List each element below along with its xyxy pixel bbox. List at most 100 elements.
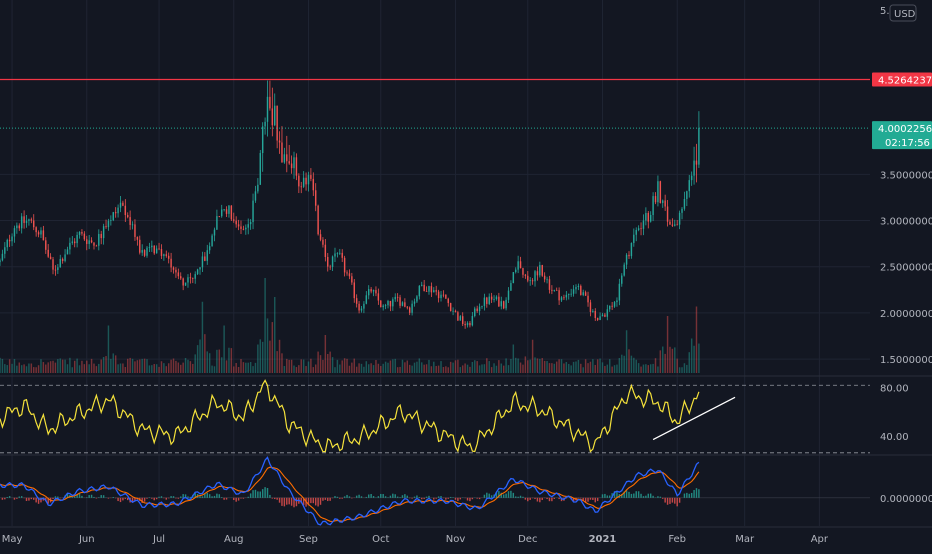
volume-bar [691,338,692,373]
volume-bar [484,364,485,373]
volume-bar [235,363,236,373]
macd-hist-bar [168,498,169,499]
candle-body [274,106,275,126]
candle-body [16,225,17,228]
candle-body [21,216,22,228]
macd-hist-bar [392,494,393,498]
macd-hist-bar [322,498,323,501]
candle-body [462,316,463,324]
volume-bar [134,361,135,373]
macd-hist-bar [674,498,675,504]
volume-bar [426,364,427,373]
volume-bar [491,367,492,373]
candle-body [243,229,244,230]
volume-bar [568,364,569,373]
macd-hist-bar [529,498,530,500]
volume-bar [614,365,615,373]
candle-body [493,299,494,300]
volume-bar [660,350,661,373]
macd-hist-bar [370,494,371,498]
candle-body [154,246,155,254]
candle-body [33,221,34,228]
candle-body [525,275,526,276]
volume-bar [411,366,412,373]
candle-body [570,294,571,295]
volume-bar [566,362,567,373]
candle-body [423,285,424,291]
volume-bar [344,358,345,373]
macd-hist-bar [650,494,651,498]
currency-badge[interactable]: USD [894,9,916,20]
macd-hist-bar [515,496,516,497]
candle-body [460,316,461,320]
volume-bar [607,365,608,373]
macd-hist-bar [539,498,540,502]
candle-body [74,242,75,244]
candle-body [286,154,287,161]
volume-bar [197,345,198,373]
macd-hist-bar [221,497,222,498]
macd-hist-bar [267,488,268,498]
time-tick-label: Oct [372,534,389,545]
candle-body [616,300,617,302]
candle-body [197,269,198,274]
macd-hist-bar [426,497,427,498]
macd-hist-bar [469,498,470,501]
volume-bar [272,322,273,373]
macd-hist-bar [180,496,181,497]
time-tick-label: Apr [811,534,829,545]
macd-hist-bar [440,496,441,498]
macd-axis: 0.0000000 [880,494,932,505]
volume-bar [549,363,550,373]
candle-body [421,285,422,286]
candle-body [505,300,506,308]
candle-body [79,232,80,235]
volume-bar [375,360,376,373]
volume-bar [332,357,333,373]
volume-bar [38,365,39,373]
volume-bar [546,361,547,373]
candle-body [457,312,458,320]
macd-hist-bar [525,498,526,500]
volume-bar [616,365,617,373]
candle-body [43,230,44,240]
volume-bar [392,359,393,373]
volume-bar [679,367,680,373]
candle-body [199,267,200,269]
macd-hist-bar [479,498,480,499]
candle-body [202,256,203,267]
volume-bar [0,358,1,373]
macd-hist-bar [226,498,227,500]
macd-hist-bar [346,495,347,498]
volume-bar [132,359,133,373]
macd-hist-bar [448,498,449,499]
candle-body [621,276,622,284]
macd-hist-bar [28,498,29,501]
candle-body [643,221,644,229]
volume-bar [62,360,63,373]
candle-body [296,157,297,175]
candle-body [281,142,282,162]
volume-bar [21,365,22,373]
macd-hist-bar [662,498,663,499]
volume-bar [245,363,246,373]
macd-hist-bar [7,497,8,498]
candle-body [455,311,456,312]
volume-bar [474,360,475,373]
macd-hist-bar [505,494,506,498]
volume-bar [486,358,487,373]
volume-bar [686,365,687,373]
candle-body [428,286,429,292]
volume-bar [529,360,530,373]
volume-bar [276,351,277,373]
volume-bar [395,359,396,373]
candle-body [578,286,579,287]
candle-body [414,302,415,304]
volume-bar [621,355,622,373]
volume-bar [676,359,677,373]
macd-hist-bar [397,497,398,498]
volume-bar [74,361,75,373]
macd-hist-bar [334,496,335,498]
